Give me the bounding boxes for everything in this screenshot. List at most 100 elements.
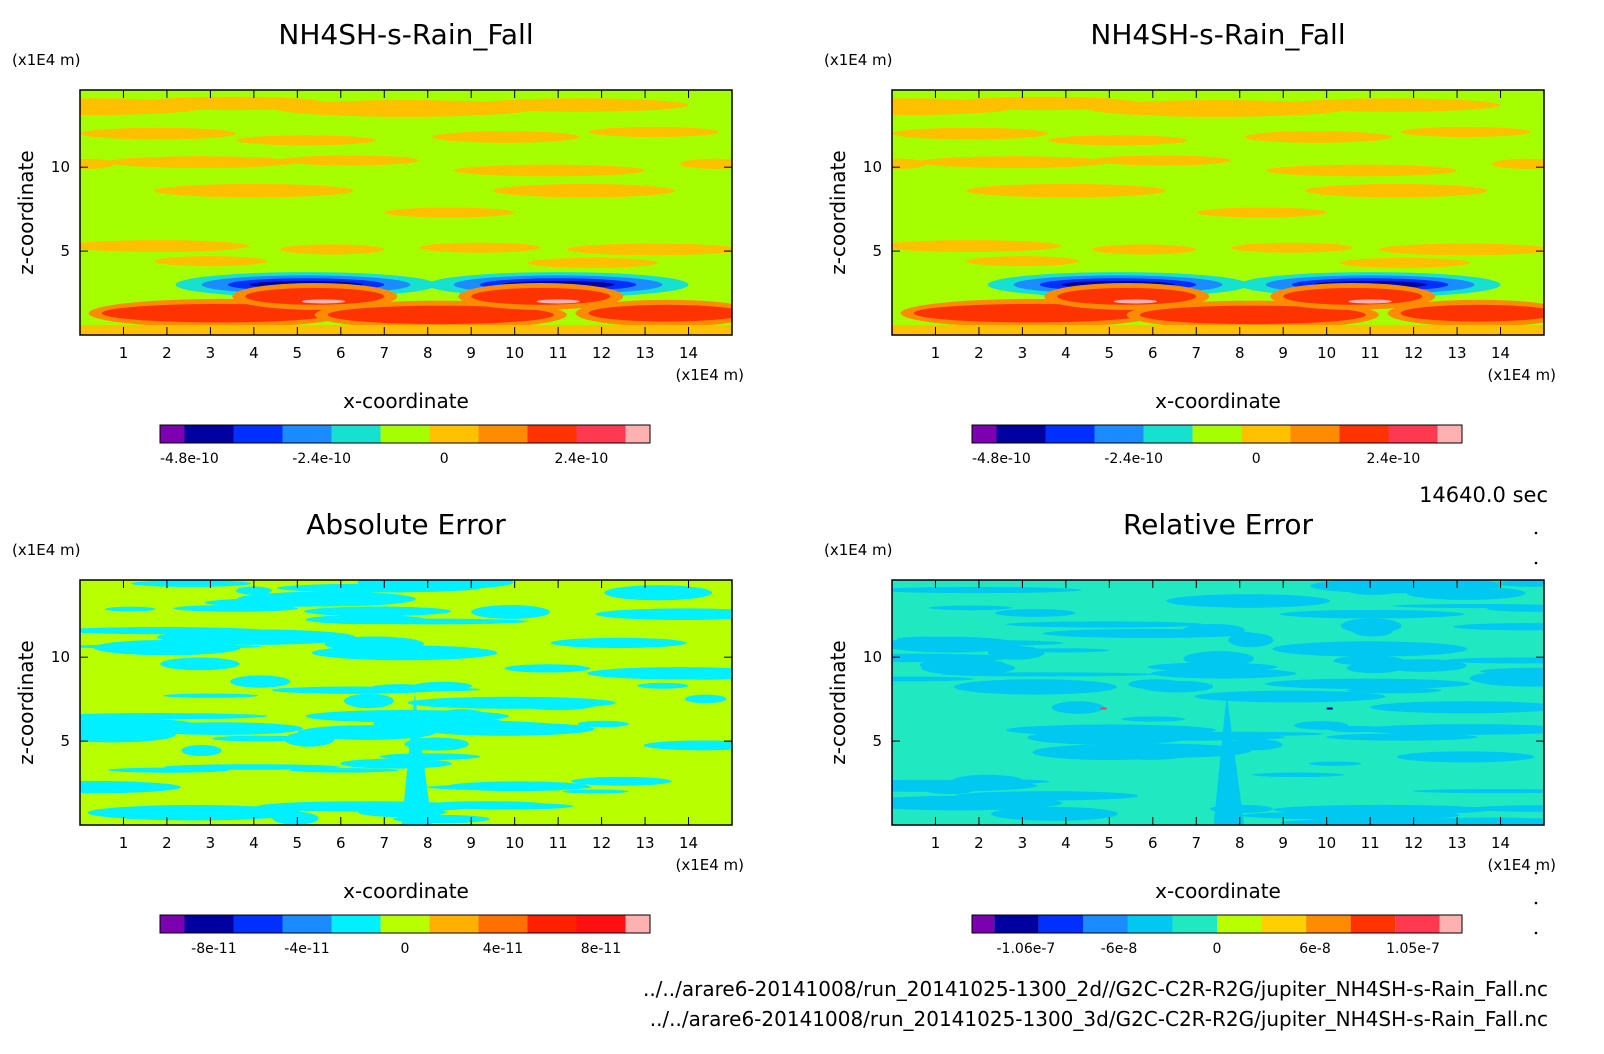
x-tick-label: 13 bbox=[1448, 344, 1467, 362]
decorative-dot bbox=[1534, 531, 1538, 535]
colorbar-swatch bbox=[1350, 915, 1396, 933]
tick-marks bbox=[80, 580, 732, 825]
mark-field-patch bbox=[577, 720, 629, 728]
mark-orange-blob bbox=[1265, 164, 1458, 177]
mark-orange-blob bbox=[279, 244, 385, 255]
mark-positive-red bbox=[1057, 288, 1197, 305]
x-tick-label: 7 bbox=[379, 344, 389, 362]
x-unit-label: (x1E4 m) bbox=[1487, 856, 1556, 874]
colorbar-frame bbox=[159, 914, 651, 934]
x-tick-label: 1 bbox=[931, 344, 941, 362]
x-axis-label: x-coordinate bbox=[343, 389, 469, 413]
mark-field-patch bbox=[1352, 625, 1393, 637]
colorbar-label: 2.4e-10 bbox=[555, 451, 609, 467]
x-tick-label: 2 bbox=[162, 834, 172, 852]
decorative-dot bbox=[1534, 901, 1538, 905]
x-tick-label: 5 bbox=[293, 834, 303, 852]
colorbar-swatch bbox=[1127, 915, 1173, 933]
x-tick-label: 9 bbox=[1278, 834, 1288, 852]
mark-bottom-orange bbox=[892, 324, 1544, 335]
colorbar-swatch bbox=[625, 425, 650, 443]
colorbar-label: -8e-11 bbox=[191, 941, 236, 957]
mark-central-plume bbox=[401, 694, 433, 825]
x-tick-label: 8 bbox=[1235, 834, 1245, 852]
colorbar-swatch bbox=[972, 915, 995, 933]
colorbar-frame bbox=[971, 914, 1463, 934]
x-tick-label: 3 bbox=[1018, 834, 1028, 852]
x-tick-label: 11 bbox=[1361, 834, 1380, 852]
mark-field-patch bbox=[1346, 687, 1442, 694]
mark-positive-pink bbox=[301, 299, 346, 304]
x-tick-label: 7 bbox=[1191, 344, 1201, 362]
mark-orange-blob bbox=[1304, 183, 1488, 198]
colorbar-swatch bbox=[1172, 915, 1217, 933]
mark-orange-blob bbox=[419, 242, 541, 253]
mark-field-patch bbox=[1227, 739, 1283, 751]
plot-panel-rain: NH4SH-s-Rain_Fall(x1E4 m)1 2 3 4 5 6 7 8 9 10 11 12… bbox=[12, 18, 744, 467]
x-tick-label: 1 bbox=[931, 834, 941, 852]
x-tick-label: 2 bbox=[162, 344, 172, 362]
colorbar: -8e-11 -4e-11 0 4e-11 8e-11 bbox=[159, 914, 651, 957]
mark-positive-pink bbox=[1113, 299, 1158, 304]
heatmap-field bbox=[80, 90, 732, 335]
x-axis-label: x-coordinate bbox=[1155, 879, 1281, 903]
mark-field-patch bbox=[297, 725, 436, 740]
colorbar-swatch bbox=[527, 425, 577, 443]
mark-orange-blob bbox=[965, 256, 1079, 267]
x-unit-label: (x1E4 m) bbox=[675, 856, 744, 874]
colorbar-swatch bbox=[1339, 425, 1389, 443]
plot-frame bbox=[79, 89, 733, 336]
colorbar-swatch bbox=[1045, 425, 1095, 443]
x-axis-label: x-coordinate bbox=[343, 879, 469, 903]
colorbar-swatch bbox=[160, 425, 185, 443]
mark-field-patch bbox=[1194, 690, 1386, 703]
chart-title: Absolute Error bbox=[306, 508, 506, 541]
mark-field-patch bbox=[1114, 747, 1189, 760]
colorbar-swatch bbox=[331, 425, 381, 443]
mark-field-patch bbox=[1121, 716, 1186, 722]
colorbar-swatch bbox=[625, 915, 650, 933]
x-tick-label: 3 bbox=[206, 834, 216, 852]
mark-positive-pink bbox=[1348, 299, 1392, 304]
mark-bottom-orange bbox=[80, 324, 732, 335]
colorbar: -4.8e-10 -2.4e-10 0 2.4e-10 bbox=[971, 424, 1463, 467]
mark-field-patch bbox=[995, 609, 1076, 617]
mark-field-patch bbox=[131, 580, 252, 587]
mark-positive-red bbox=[913, 303, 1149, 323]
colorbar-swatch bbox=[1439, 915, 1462, 933]
mark-field-patch bbox=[991, 806, 1118, 821]
mark-field-patch bbox=[230, 675, 291, 688]
colorbar-label: 2.4e-10 bbox=[1367, 451, 1421, 467]
tick-marks bbox=[80, 90, 732, 335]
colorbar-swatch bbox=[994, 915, 1039, 933]
x-tick-label: 9 bbox=[466, 344, 476, 362]
mark-positive-red bbox=[588, 304, 732, 322]
mark-orange-blob bbox=[153, 256, 267, 267]
z-tick-label: 10 bbox=[863, 158, 882, 176]
mark-orange-blob bbox=[1283, 98, 1501, 112]
mark-field-patch bbox=[929, 605, 1013, 611]
z-tick-label: 5 bbox=[60, 242, 70, 260]
mark-orange-blob bbox=[892, 240, 1062, 252]
z-unit-label: (x1E4 m) bbox=[12, 541, 81, 559]
mark-field-patch bbox=[604, 585, 713, 601]
x-tick-label: 3 bbox=[206, 344, 216, 362]
mark-orange-blob bbox=[1400, 126, 1531, 137]
plot-panel-rel: Relative Error(x1E4 m)1 2 3 4 5 6 7 8 9 10 11 12 13 1… bbox=[824, 508, 1556, 957]
mark-field-patch bbox=[1183, 651, 1254, 667]
x-tick-label: 8 bbox=[423, 344, 433, 362]
colorbar-swatch bbox=[1094, 425, 1144, 443]
x-tick-label: 13 bbox=[636, 834, 655, 852]
mark-field-patch bbox=[1286, 817, 1462, 825]
colorbar-label: -4e-11 bbox=[284, 941, 329, 957]
mark-orange-blob bbox=[1196, 207, 1327, 218]
mark-positive-red bbox=[245, 288, 385, 305]
plot-frame bbox=[891, 579, 1545, 826]
mark-field-patch bbox=[87, 805, 303, 821]
mark-field-patch bbox=[1272, 641, 1468, 657]
mark-orange-blob bbox=[892, 127, 1049, 140]
z-unit-label: (x1E4 m) bbox=[824, 541, 893, 559]
mark-field-patch bbox=[1327, 725, 1383, 733]
mark-field-patch bbox=[637, 682, 689, 689]
x-tick-label: 10 bbox=[505, 834, 524, 852]
